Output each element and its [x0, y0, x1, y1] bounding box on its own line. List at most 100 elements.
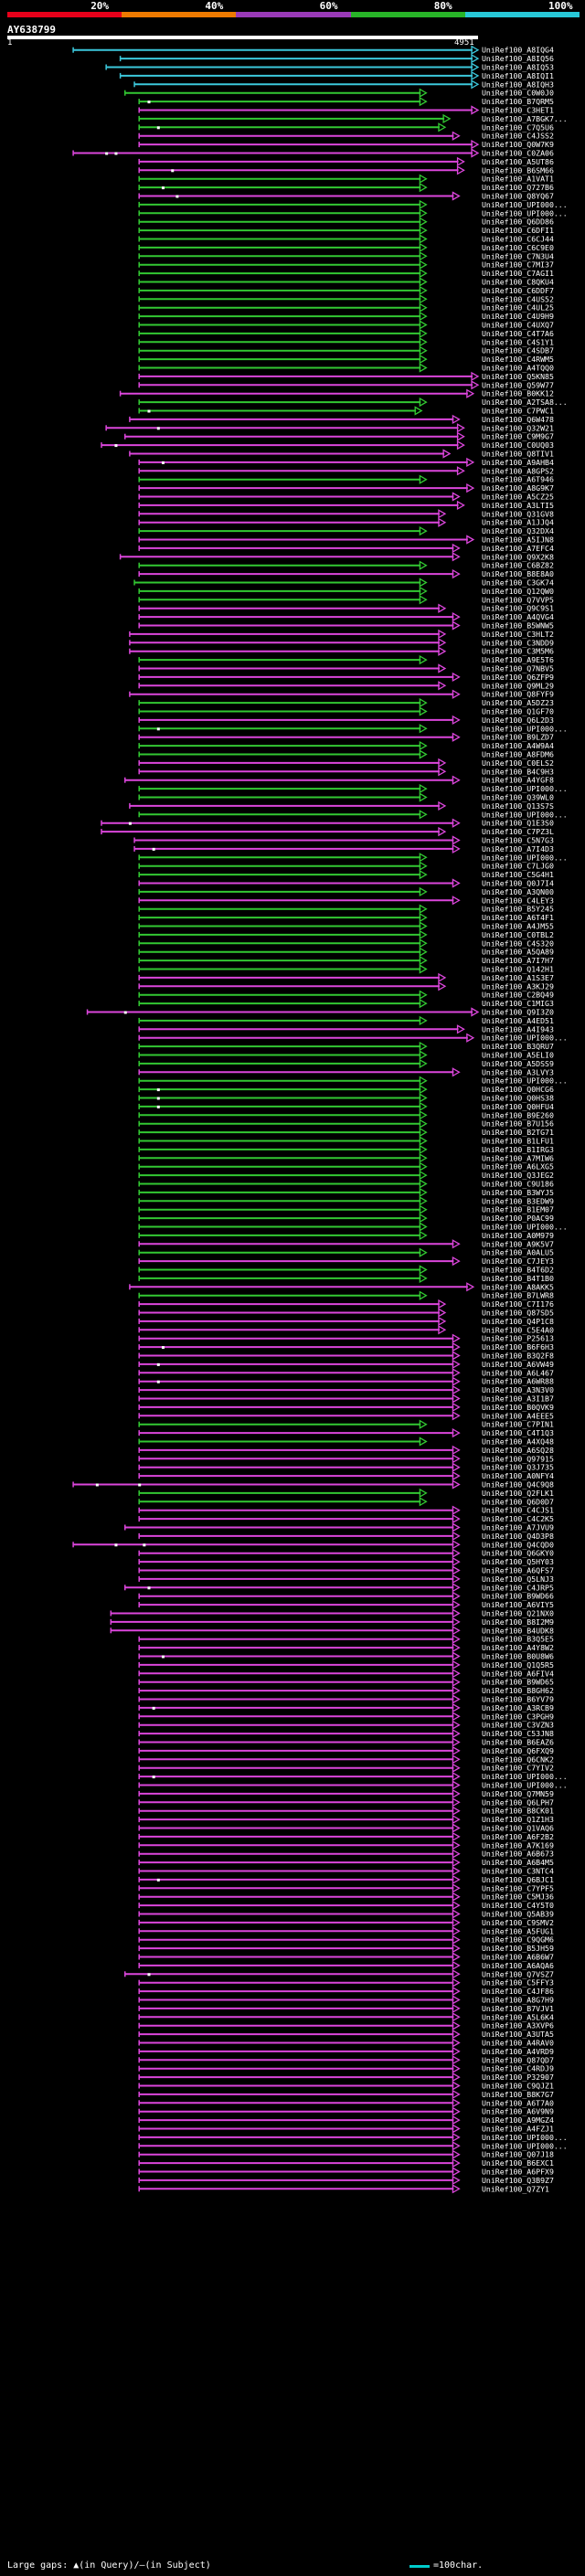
hit-row[interactable]: UniRef100_A4Y8W2 — [138, 1642, 554, 1653]
hit-label[interactable]: UniRef100_A6FIV4 — [482, 1669, 554, 1678]
hit-row[interactable]: UniRef100_B4C9H3 — [138, 767, 554, 777]
hit-row[interactable]: UniRef100_A2TSA8... — [138, 397, 568, 408]
hit-row[interactable]: UniRef100_Q13S7S — [129, 800, 554, 811]
hit-row[interactable]: UniRef100_C6CJ44 — [138, 234, 554, 244]
hit-row[interactable]: UniRef100_B7VJV1 — [138, 2003, 554, 2014]
hit-label[interactable]: UniRef100_A6B6W7 — [482, 1953, 554, 1962]
hit-label[interactable]: UniRef100_P25613 — [482, 1334, 554, 1343]
hit-label[interactable]: UniRef100_A7MIW6 — [482, 1153, 554, 1162]
hit-label[interactable]: UniRef100_B3WYJ5 — [482, 1188, 554, 1197]
hit-label[interactable]: UniRef100_Q6FXQ9 — [482, 1746, 554, 1755]
hit-label[interactable]: UniRef100_B9E260 — [482, 1110, 554, 1119]
hit-label[interactable]: UniRef100_Q5LNJ3 — [482, 1574, 554, 1584]
hit-label[interactable]: UniRef100_P0AC99 — [482, 1214, 554, 1223]
hit-row[interactable]: UniRef100_C4UXQ7 — [138, 320, 554, 330]
hit-row[interactable]: UniRef100_C5G4H1 — [138, 869, 554, 880]
hit-row[interactable]: UniRef100_A3RCB9 — [138, 1702, 554, 1713]
hit-label[interactable]: UniRef100_C4UXQ7 — [482, 321, 554, 330]
hit-label[interactable]: UniRef100_C4C2K5 — [482, 1514, 554, 1523]
hit-label[interactable]: UniRef100_A0ALU5 — [482, 1248, 554, 1257]
hit-label[interactable]: UniRef100_B6EXC1 — [482, 2158, 554, 2168]
hit-label[interactable]: UniRef100_C4Y5T0 — [482, 1901, 554, 1910]
hit-row[interactable]: UniRef100_A6LXG5 — [138, 1161, 554, 1171]
hit-row[interactable]: UniRef100_B9WD65 — [138, 1677, 554, 1687]
hit-row[interactable]: UniRef100_C7I176 — [138, 1299, 554, 1309]
hit-label[interactable]: UniRef100_Q87SD5 — [482, 1309, 554, 1318]
hit-label[interactable]: UniRef100_C3VZN3 — [482, 1721, 554, 1730]
hit-row[interactable]: UniRef100_UPI000... — [138, 1780, 568, 1790]
hit-label[interactable]: UniRef100_C4S1Y1 — [482, 337, 554, 346]
hit-row[interactable]: UniRef100_B8I2M9 — [110, 1617, 554, 1627]
hit-label[interactable]: UniRef100_A3I1B7 — [482, 1394, 554, 1404]
hit-row[interactable]: UniRef100_Q6D0D7 — [138, 1497, 554, 1507]
hit-label[interactable]: UniRef100_Q21NX0 — [482, 1609, 554, 1618]
hit-row[interactable]: UniRef100_A0NFY4 — [138, 1470, 554, 1481]
hit-row[interactable]: UniRef100_A6V9N9 — [138, 2106, 554, 2116]
hit-row[interactable]: UniRef100_A5QA89 — [138, 947, 554, 957]
hit-label[interactable]: UniRef100_C3NTC4 — [482, 1867, 554, 1876]
hit-row[interactable]: UniRef100_Q4P1C8 — [138, 1316, 554, 1327]
hit-row[interactable]: UniRef100_UPI000... — [138, 208, 568, 218]
hit-label[interactable]: UniRef100_Q39WL0 — [482, 793, 554, 802]
hit-label[interactable]: UniRef100_Q4P1C8 — [482, 1317, 554, 1326]
hit-label[interactable]: UniRef100_B7QRM5 — [482, 97, 554, 106]
hit-row[interactable]: UniRef100_C4CJS1 — [138, 1505, 554, 1515]
hit-label[interactable]: UniRef100_C3HET1 — [482, 106, 554, 115]
hit-label[interactable]: UniRef100_UPI000... — [482, 784, 568, 793]
hit-row[interactable]: UniRef100_A1JJQ4 — [138, 517, 554, 527]
hit-row[interactable]: UniRef100_Q6GKY0 — [138, 1548, 554, 1558]
hit-row[interactable]: UniRef100_C8QKU4 — [138, 277, 554, 287]
hit-row[interactable]: UniRef100_C3NDD9 — [129, 638, 554, 648]
hit-row[interactable]: UniRef100_C4US52 — [138, 294, 554, 304]
hit-row[interactable]: UniRef100_A6WR88 — [138, 1376, 554, 1386]
hit-label[interactable]: UniRef100_A6AQA6 — [482, 1961, 554, 1970]
hit-row[interactable]: UniRef100_C7N3U4 — [138, 251, 554, 261]
hit-row[interactable]: UniRef100_A5DZ23 — [138, 697, 554, 708]
hit-row[interactable]: UniRef100_Q7MN59 — [138, 1788, 554, 1799]
hit-label[interactable]: UniRef100_A5FUG1 — [482, 1926, 554, 1935]
hit-label[interactable]: UniRef100_Q0W7K9 — [482, 140, 554, 149]
hit-label[interactable]: UniRef100_C4UL25 — [482, 303, 554, 313]
hit-row[interactable]: UniRef100_C3HET1 — [138, 105, 554, 115]
hit-row[interactable]: UniRef100_Q6ZFP9 — [138, 672, 554, 683]
hit-label[interactable]: UniRef100_C4CJS1 — [482, 1506, 554, 1515]
hit-row[interactable]: UniRef100_B2TG71 — [138, 1127, 554, 1138]
hit-row[interactable]: UniRef100_A3I1B7 — [138, 1394, 554, 1404]
hit-row[interactable]: UniRef100_C0W0J0 — [124, 88, 554, 98]
hit-label[interactable]: UniRef100_A7BGK7... — [482, 114, 568, 123]
hit-row[interactable]: UniRef100_B6F6H3 — [138, 1341, 554, 1352]
hit-row[interactable]: UniRef100_Q21NX0 — [110, 1608, 554, 1618]
hit-label[interactable]: UniRef100_C0UQ03 — [482, 440, 554, 450]
hit-row[interactable]: UniRef100_A0M979 — [138, 1230, 554, 1241]
hit-label[interactable]: UniRef100_C6DDF7 — [482, 286, 554, 295]
hit-row[interactable]: UniRef100_A9AHB4 — [138, 457, 554, 468]
hit-row[interactable]: UniRef100_B1LFU1 — [138, 1136, 554, 1146]
hit-label[interactable]: UniRef100_C53JN8 — [482, 1729, 554, 1738]
hit-label[interactable]: UniRef100_B3QRU7 — [482, 1042, 554, 1051]
hit-label[interactable]: UniRef100_Q9C9S1 — [482, 604, 554, 613]
hit-row[interactable]: UniRef100_Q87SD5 — [138, 1308, 554, 1318]
hit-label[interactable]: UniRef100_C7PIN1 — [482, 1420, 554, 1429]
hit-row[interactable]: UniRef100_A7JVU9 — [124, 1522, 554, 1532]
hit-label[interactable]: UniRef100_B4T6D2 — [482, 1266, 554, 1275]
hit-label[interactable]: UniRef100_A6V9N9 — [482, 2107, 554, 2116]
hit-row[interactable]: UniRef100_B7LWR8 — [138, 1290, 554, 1300]
hit-row[interactable]: UniRef100_A6F2B2 — [138, 1831, 554, 1842]
hit-row[interactable]: UniRef100_A4YGF8 — [124, 775, 554, 785]
hit-row[interactable]: UniRef100_B1EM07 — [138, 1204, 554, 1214]
hit-label[interactable]: UniRef100_A6VW49 — [482, 1360, 554, 1369]
hit-row[interactable]: UniRef100_B9LZD7 — [138, 732, 554, 742]
hit-label[interactable]: UniRef100_B6F6H3 — [482, 1342, 554, 1352]
hit-label[interactable]: UniRef100_UPI000... — [482, 724, 568, 733]
hit-row[interactable]: UniRef100_A8FDM6 — [138, 749, 554, 759]
hit-label[interactable]: UniRef100_Q7MN59 — [482, 1789, 554, 1798]
hit-label[interactable]: UniRef100_A1VAT1 — [482, 175, 554, 184]
hit-label[interactable]: UniRef100_C1MIG3 — [482, 999, 554, 1008]
hit-row[interactable]: UniRef100_A8IQI1 — [119, 70, 554, 81]
hit-label[interactable]: UniRef100_Q142H1 — [482, 965, 554, 974]
hit-row[interactable]: UniRef100_C4S1Y1 — [138, 337, 554, 347]
hit-label[interactable]: UniRef100_B8K7G7 — [482, 2090, 554, 2099]
hit-label[interactable]: UniRef100_Q2FLK1 — [482, 1489, 554, 1498]
hit-label[interactable]: UniRef100_A8GPS2 — [482, 466, 554, 475]
hit-label[interactable]: UniRef100_C7MI37 — [482, 260, 554, 270]
